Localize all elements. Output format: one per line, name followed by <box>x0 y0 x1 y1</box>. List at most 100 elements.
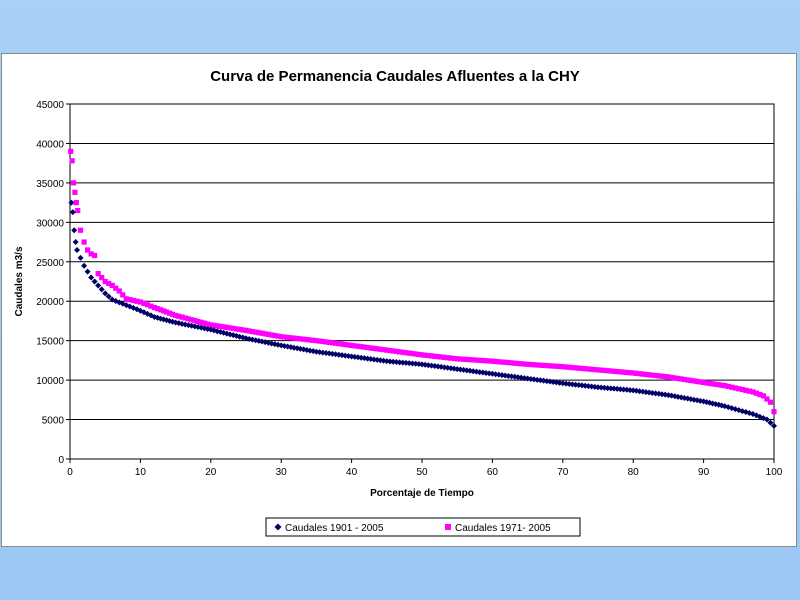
data-point <box>406 350 412 356</box>
data-point <box>84 268 91 275</box>
data-point <box>595 367 601 373</box>
data-point <box>743 387 749 393</box>
y-tick-label: 5000 <box>42 416 65 427</box>
data-point <box>470 357 476 363</box>
y-tick-label: 10000 <box>36 376 64 387</box>
series-1901-2005 <box>68 199 777 429</box>
data-point <box>371 345 377 352</box>
data-point <box>486 358 492 364</box>
data-point <box>224 324 230 330</box>
data-point <box>438 354 444 360</box>
data-point <box>336 341 342 347</box>
data-point <box>230 325 236 332</box>
data-point <box>719 382 725 388</box>
data-point <box>127 297 133 303</box>
data-point <box>736 386 742 392</box>
data-point <box>746 388 752 394</box>
y-tick-label: 40000 <box>36 139 64 150</box>
data-point <box>627 370 633 376</box>
data-point <box>563 364 569 370</box>
data-point <box>547 363 553 369</box>
data-point <box>102 290 109 297</box>
data-point <box>120 292 126 298</box>
data-point <box>534 362 540 368</box>
data-point <box>288 335 294 341</box>
data-point <box>355 343 361 349</box>
data-point <box>182 315 188 321</box>
data-point <box>757 391 763 398</box>
grid-lines <box>70 103 774 421</box>
x-tick-label: 40 <box>346 467 358 478</box>
legend-box <box>265 517 581 537</box>
x-tick-label: 0 <box>67 467 73 478</box>
data-point <box>393 348 399 355</box>
data-point <box>72 239 79 246</box>
series <box>68 148 777 429</box>
data-point <box>739 386 745 393</box>
data-point <box>91 278 98 285</box>
data-point <box>512 360 518 366</box>
data-point <box>499 359 505 365</box>
data-point <box>148 303 154 309</box>
data-point <box>477 357 483 363</box>
data-point <box>323 339 329 345</box>
data-point <box>374 346 380 352</box>
data-point <box>166 310 173 316</box>
data-point <box>269 332 275 338</box>
data-point <box>633 370 639 376</box>
data-point <box>707 380 713 386</box>
x-tick-label: 80 <box>628 467 640 478</box>
data-point <box>601 367 607 374</box>
data-point <box>272 332 278 339</box>
data-point <box>397 349 403 355</box>
data-point <box>233 326 239 332</box>
data-point <box>480 357 486 364</box>
x-tick-label: 30 <box>276 467 288 478</box>
x-tick-label: 70 <box>557 467 569 478</box>
data-point <box>310 337 316 343</box>
data-point <box>99 274 105 281</box>
data-point <box>525 361 531 367</box>
data-point <box>349 342 355 348</box>
y-tick-label: 25000 <box>36 258 64 269</box>
data-point <box>141 300 147 306</box>
data-point <box>624 369 630 376</box>
data-point <box>672 375 678 381</box>
data-point <box>653 372 659 379</box>
chart-title: Curva de Permanencia Caudales Afluentes … <box>210 68 580 85</box>
data-point <box>502 359 508 365</box>
data-point <box>617 369 623 375</box>
data-point <box>585 366 591 372</box>
data-point <box>81 239 87 245</box>
data-point <box>275 333 281 339</box>
data-point <box>467 357 473 363</box>
data-point <box>377 346 383 352</box>
data-point <box>214 323 220 329</box>
data-point <box>750 389 756 395</box>
data-point <box>425 352 431 359</box>
data-point <box>95 282 102 289</box>
data-point <box>329 340 335 346</box>
data-point <box>483 358 489 364</box>
data-point <box>169 311 176 317</box>
data-point <box>496 359 502 365</box>
data-point <box>764 396 770 402</box>
data-point <box>390 348 396 354</box>
data-point <box>77 254 84 261</box>
data-point <box>75 207 81 214</box>
data-point <box>151 304 158 311</box>
data-point <box>560 364 566 370</box>
legend-label: Caudales 1901 - 2005 <box>285 523 384 534</box>
data-point <box>198 319 204 325</box>
data-point <box>582 366 588 372</box>
data-point <box>400 349 406 355</box>
legend-label: Caudales 1971- 2005 <box>455 523 551 534</box>
data-point <box>589 366 595 372</box>
legend-item: Caudales 1901 - 2005 <box>274 523 384 534</box>
data-point <box>227 325 233 331</box>
data-point <box>123 302 130 309</box>
data-point <box>732 385 738 391</box>
data-point <box>262 331 268 337</box>
data-point <box>160 308 167 314</box>
data-point <box>528 361 534 368</box>
